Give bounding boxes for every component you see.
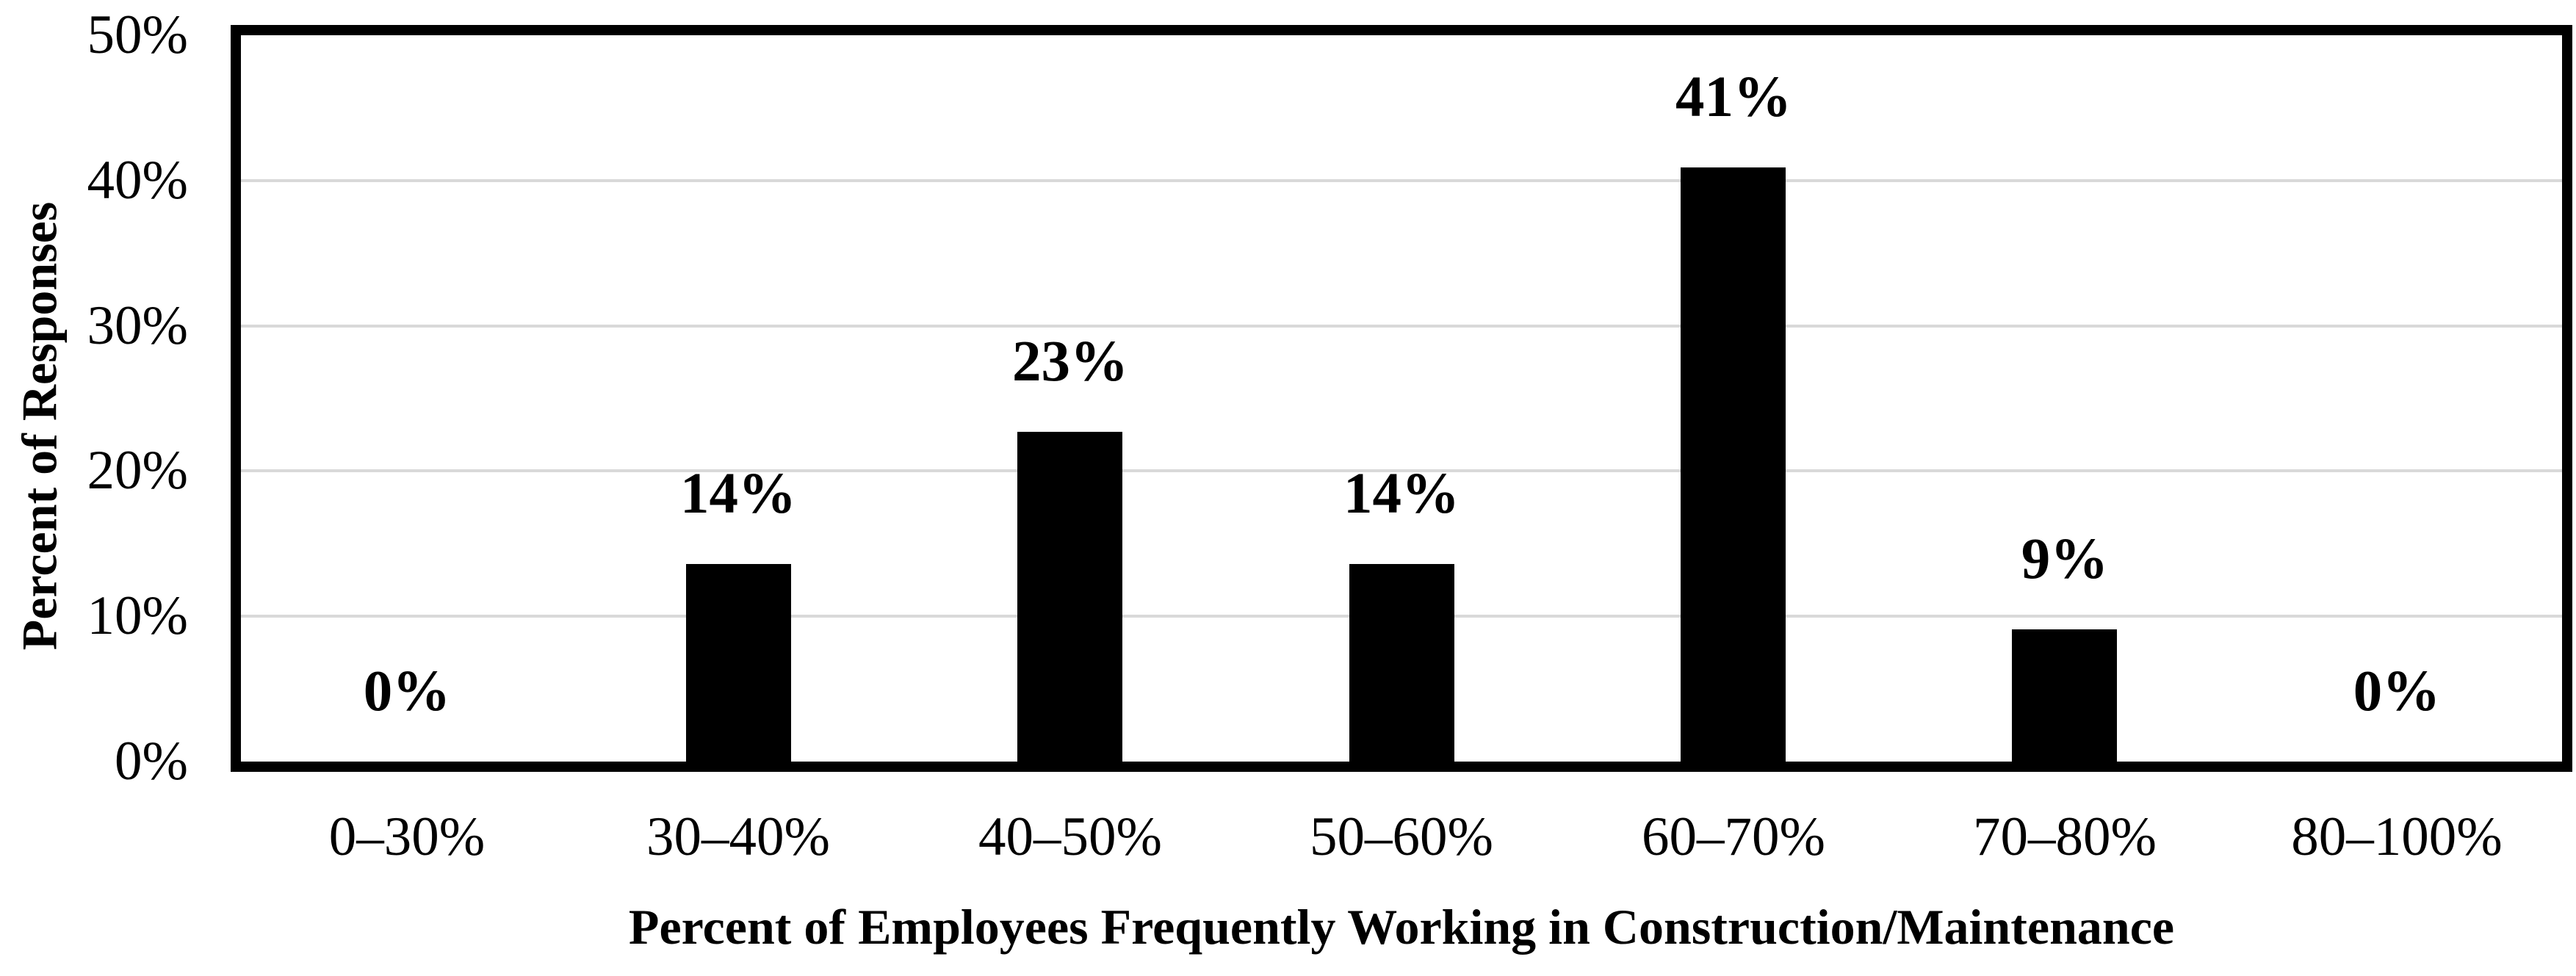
y-tick-label: 50% <box>87 4 188 65</box>
x-tick-label: 0–30% <box>328 806 486 867</box>
bar-data-label: 0% <box>363 659 451 723</box>
bar-data-label: 0% <box>2353 659 2441 723</box>
gridline <box>241 325 2562 328</box>
bar <box>2012 629 2117 762</box>
bar-data-label: 14% <box>1343 462 1460 526</box>
x-tick-label: 60–70% <box>1642 806 1825 867</box>
x-axis-title: Percent of Employees Frequently Working … <box>628 899 2175 955</box>
bar <box>1017 432 1122 762</box>
x-tick-label: 80–100% <box>2291 806 2503 867</box>
x-tick-label: 40–50% <box>978 806 1162 867</box>
plot-border <box>231 25 2572 772</box>
x-tick-label: 30–40% <box>646 806 830 867</box>
y-tick-label: 20% <box>87 440 188 501</box>
y-tick-label: 0% <box>115 731 188 792</box>
bar-data-label: 41% <box>1675 65 1792 129</box>
y-tick-label: 10% <box>87 585 188 646</box>
y-tick-label: 40% <box>87 150 188 211</box>
plot-area: 0% 14% 23% 14% 41% 9% 0% <box>241 35 2562 762</box>
gridline <box>241 179 2562 182</box>
bar-data-label: 9% <box>2021 527 2109 591</box>
x-tick-label: 50–60% <box>1310 806 1493 867</box>
bar-data-label: 23% <box>1012 330 1128 394</box>
bar-data-label: 14% <box>680 462 796 526</box>
bar <box>686 564 791 762</box>
y-axis-title: Percent of Responses <box>11 201 68 651</box>
y-tick-label: 30% <box>87 295 188 356</box>
x-tick-label: 70–80% <box>1973 806 2157 867</box>
bar <box>1349 564 1454 762</box>
bar <box>1681 167 1786 762</box>
gridline <box>241 469 2562 472</box>
